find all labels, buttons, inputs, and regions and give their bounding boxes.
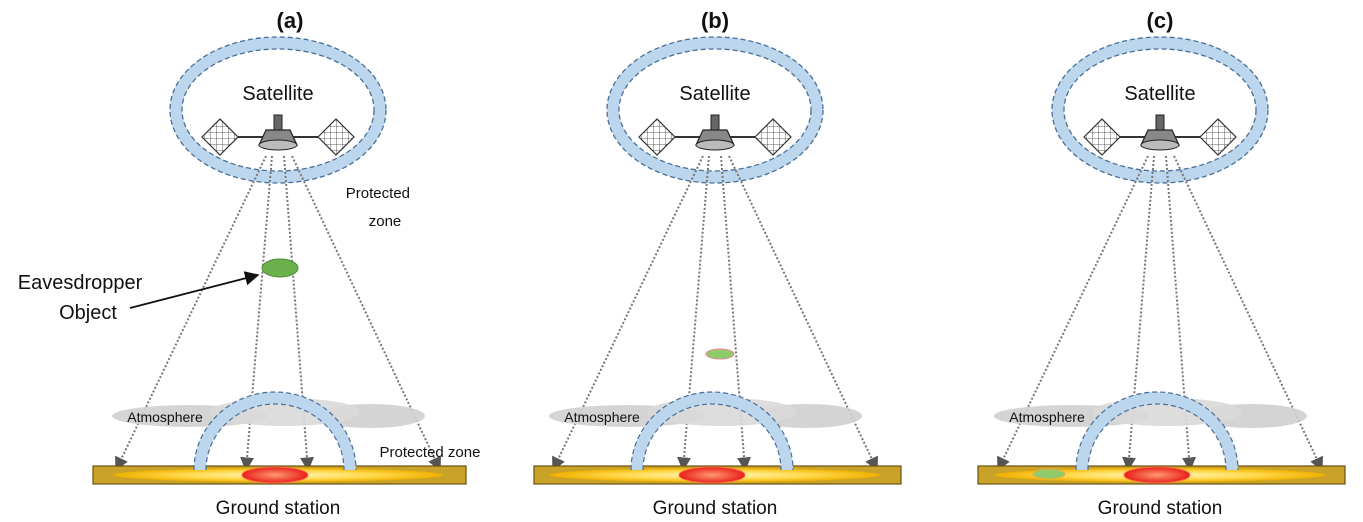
ground-station-label: Ground station (653, 498, 778, 519)
ground-protected-zone (1076, 392, 1238, 471)
eavesdropper-pointer (129, 271, 260, 309)
satellite-icon (1083, 114, 1237, 156)
ground-station-label: Ground station (1098, 498, 1223, 519)
panel-b-label: (b) (701, 8, 729, 33)
panel-a: (a) Satellite P (18, 8, 481, 519)
ground-protected-zone (194, 392, 356, 471)
panel-c: (c) Satellite (977, 8, 1346, 519)
satellite-label: Satellite (1124, 83, 1195, 105)
panel-b: (b) Satellite (533, 8, 902, 519)
atmosphere-label: Atmosphere (564, 409, 640, 425)
protected-zone-bottom-label: Protected zone (380, 444, 481, 461)
panel-a-label: (a) (277, 8, 304, 33)
eavesdropper-label-line2: Object (59, 302, 117, 324)
eavesdropper-object (1032, 468, 1066, 480)
atmosphere-label: Atmosphere (1009, 409, 1085, 425)
satellite-icon (638, 114, 792, 156)
receiver-spot (678, 466, 746, 484)
receiver-spot (1123, 466, 1191, 484)
atmosphere-label: Atmosphere (127, 409, 203, 425)
satellite-label: Satellite (242, 83, 313, 105)
eavesdropper-object (705, 348, 735, 360)
satellite-icon (201, 114, 355, 156)
zone-border-outer (169, 36, 387, 184)
panel-c-label: (c) (1147, 8, 1174, 33)
satellite-label: Satellite (679, 83, 750, 105)
satellite-protected-zone (170, 37, 386, 183)
protected-zone-top-label: Protected zone (346, 185, 414, 230)
eavesdropper-object (261, 258, 299, 278)
receiver-spot (241, 466, 309, 484)
zone-border-inner (181, 48, 375, 172)
ground-station-label: Ground station (216, 498, 341, 519)
ground-protected-zone (631, 392, 793, 471)
eavesdropper-label-line1: Eavesdropper (18, 272, 143, 294)
